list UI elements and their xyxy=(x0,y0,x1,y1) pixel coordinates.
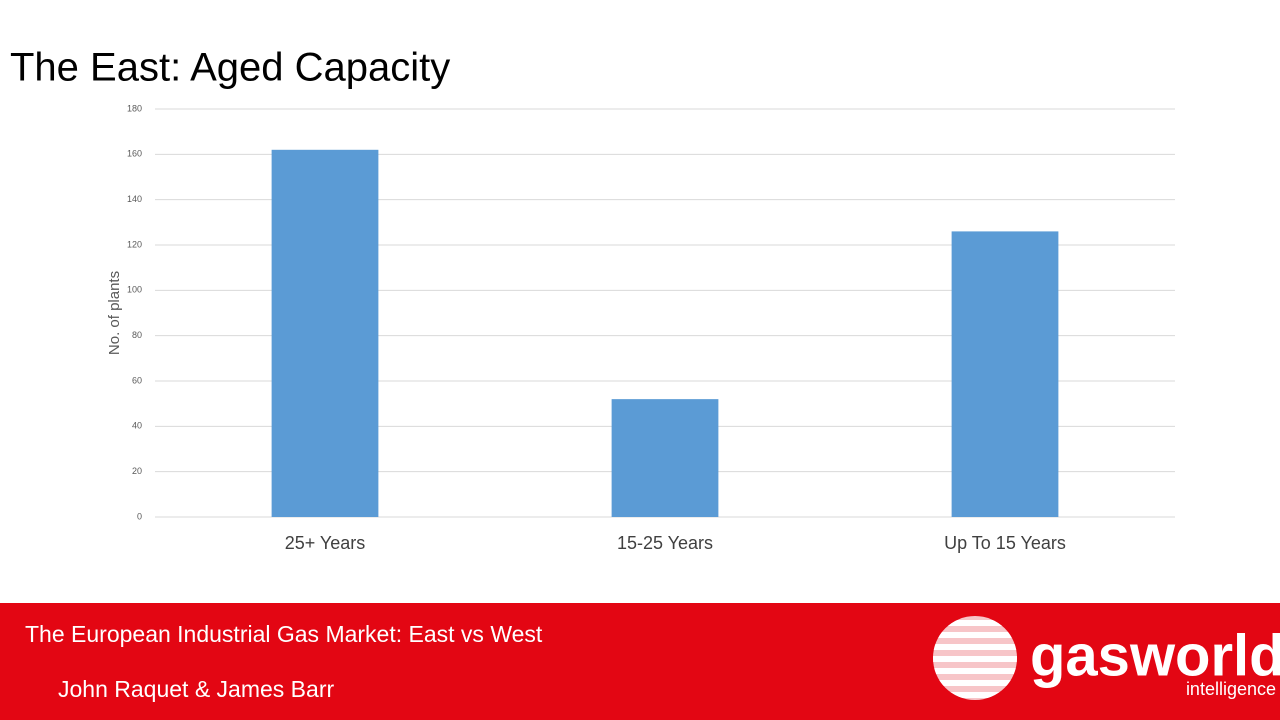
chart-title: The East: Aged Capacity xyxy=(10,46,450,90)
bar xyxy=(951,231,1059,517)
y-tick-label: 120 xyxy=(127,239,142,249)
y-tick-label: 60 xyxy=(132,375,142,385)
y-tick-label: 0 xyxy=(137,511,142,521)
bar xyxy=(271,149,379,518)
footer-subtitle: The European Industrial Gas Market: East… xyxy=(25,621,543,647)
x-tick-label: 15-25 Years xyxy=(617,533,713,553)
footer-band xyxy=(0,603,1280,720)
y-tick-label: 140 xyxy=(127,194,142,204)
bar xyxy=(611,399,719,517)
y-axis-label: No. of plants xyxy=(106,271,123,355)
y-tick-label: 80 xyxy=(132,330,142,340)
footer-authors: John Raquet & James Barr xyxy=(58,676,334,702)
y-tick-label: 100 xyxy=(127,285,142,295)
plot-area: 0 20 40 60 80 100 120 140 160 180 25+ Years 15-25 Y… xyxy=(127,103,1175,553)
logo-sphere xyxy=(933,616,1017,700)
x-tick-label: 25+ Years xyxy=(285,533,366,553)
logo-tagline: intelligence xyxy=(1186,679,1276,699)
y-tick-label: 160 xyxy=(127,149,142,159)
y-tick-label: 40 xyxy=(132,421,142,431)
logo-name: gasworld xyxy=(1030,623,1280,688)
y-tick-label: 180 xyxy=(127,103,142,113)
x-tick-label: Up To 15 Years xyxy=(944,533,1066,553)
y-tick-label: 20 xyxy=(132,466,142,476)
